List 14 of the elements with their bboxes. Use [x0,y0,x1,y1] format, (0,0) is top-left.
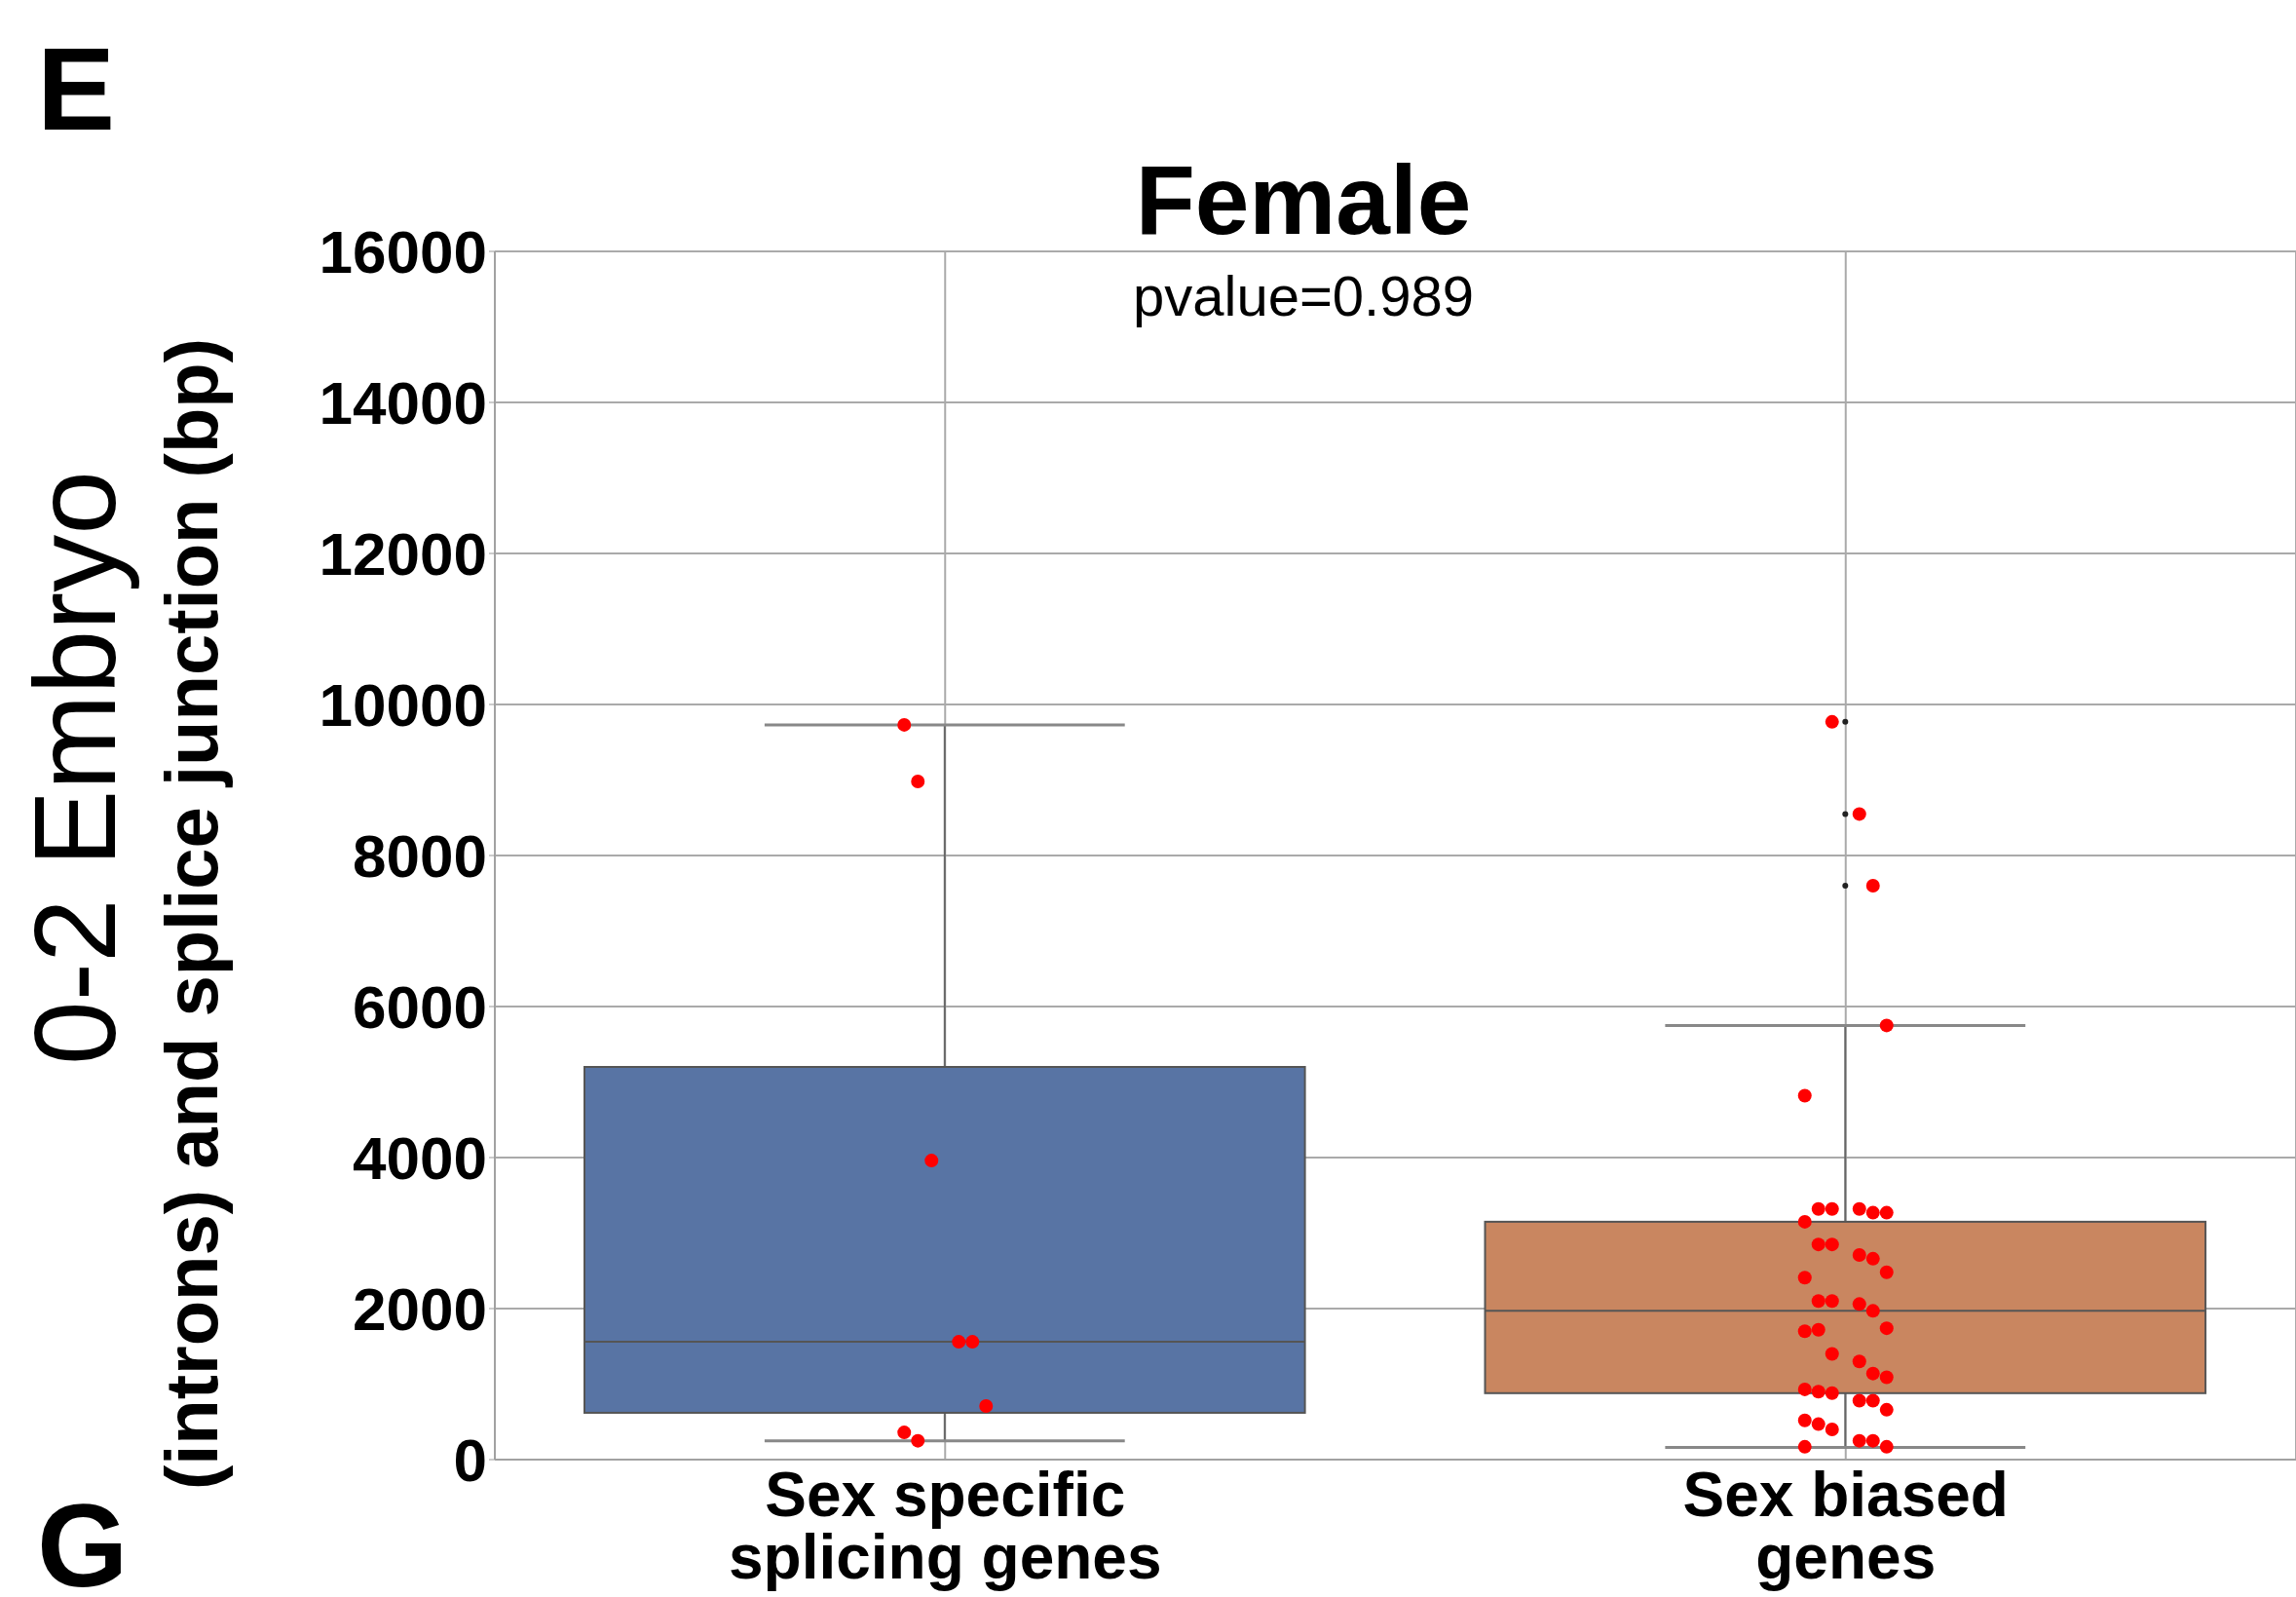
text: E [37,23,116,154]
chart-title: Female [1134,144,1473,256]
y-tick-label: 2000 [353,1275,487,1344]
y-tick-label: 14000 [319,369,487,437]
y-tick-label: 10000 [319,671,487,740]
x-tick-label: Sex biased genes [1682,1460,2009,1592]
x-tick-label: Sex specific splicing genes [728,1460,1162,1592]
y-tick-label: 12000 [319,520,487,589]
y-tick-label: 16000 [319,218,487,286]
y-tick-label: 4000 [353,1124,487,1193]
y-tick-label: 0 [453,1426,487,1495]
chart-subtitle: pvalue=0.989 [1132,263,1475,328]
y-tick-label: 8000 [353,822,487,891]
y-tick-label: 6000 [353,973,487,1042]
